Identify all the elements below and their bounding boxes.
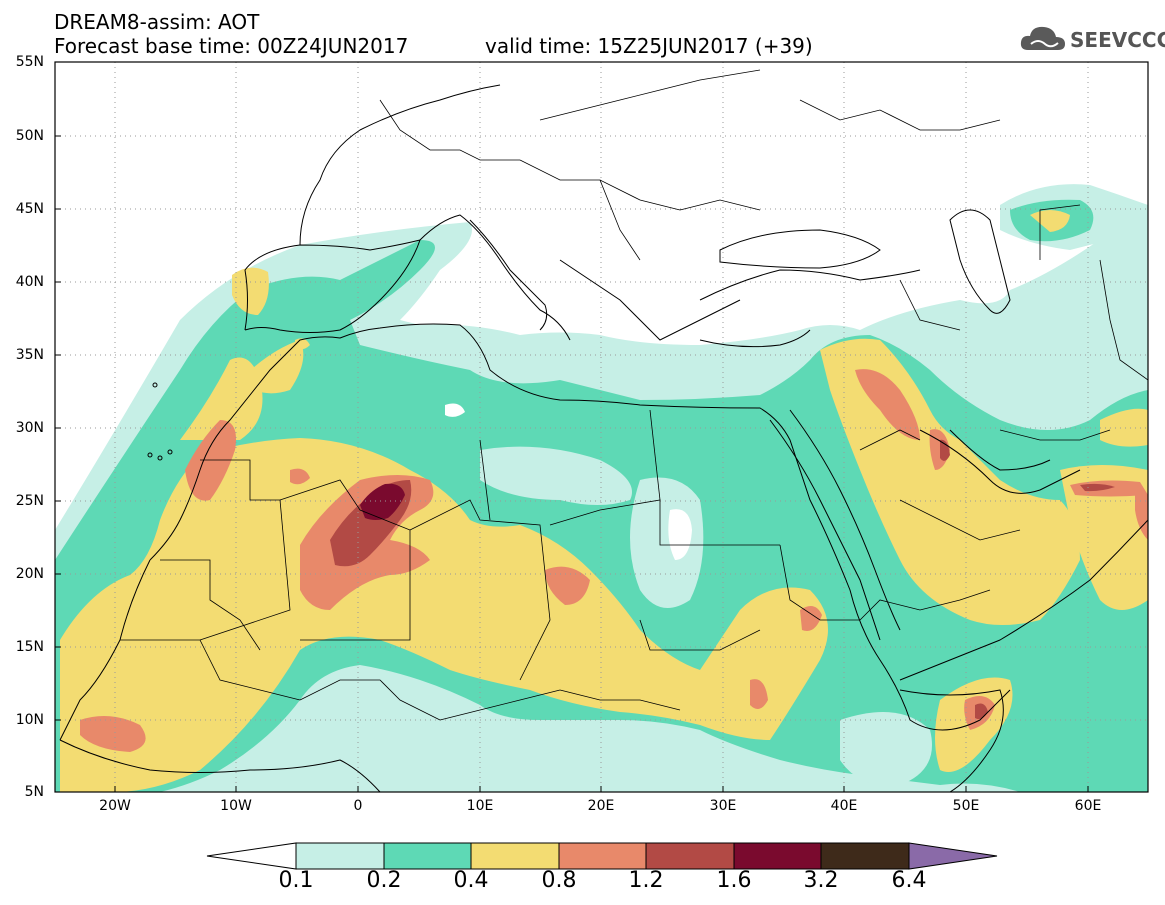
aot-field <box>55 62 1148 792</box>
colorbar-bin-3 <box>470 842 560 870</box>
colorbar-bin-4 <box>558 842 647 870</box>
colorbar-under-arrow <box>206 842 297 870</box>
borders <box>120 69 1148 721</box>
lat-label: 45N <box>15 201 44 217</box>
lon-label: 20E <box>587 798 615 814</box>
lon-label: 10W <box>220 798 252 814</box>
colorbar <box>206 842 998 870</box>
colorbar-label: 0.1 <box>278 868 314 893</box>
colorbar-over-arrow <box>908 842 998 870</box>
coastlines <box>59 84 1148 792</box>
colorbar-label: 0.2 <box>366 868 402 893</box>
seevccc-logo: SEEVCCC <box>1018 20 1165 60</box>
lon-label: 40E <box>830 798 858 814</box>
lon-label: 20W <box>99 798 131 814</box>
lat-label: 10N <box>15 712 44 728</box>
lat-label: 15N <box>15 639 44 655</box>
cloud-icon <box>1020 26 1065 50</box>
colorbar-bin-2 <box>383 842 472 870</box>
graticule <box>55 62 1148 792</box>
lat-label: 55N <box>15 54 44 70</box>
colorbar-label: 0.4 <box>453 868 489 893</box>
aot-band-1.6 <box>360 483 405 520</box>
lat-label: 35N <box>15 347 44 363</box>
colorbar-label: 3.2 <box>803 868 839 893</box>
colorbar-label: 6.4 <box>891 868 927 893</box>
lat-label: 50N <box>15 128 44 144</box>
colorbar-label: 1.6 <box>716 868 752 893</box>
axis-ticks <box>55 61 1089 792</box>
title-line3: valid time: 15Z25JUN2017 (+39) <box>485 34 813 58</box>
colorbar-bin-1 <box>295 842 385 870</box>
colorbar-label: 0.8 <box>541 868 577 893</box>
lat-label: 20N <box>15 566 44 582</box>
logo-text: SEEVCCC <box>1070 28 1165 52</box>
lat-label: 30N <box>15 420 44 436</box>
lon-label: 0 <box>353 798 363 814</box>
colorbar-bin-5 <box>645 842 735 870</box>
lon-label: 10E <box>466 798 494 814</box>
aot-below-threshold-patches <box>445 403 692 560</box>
colorbar-label: 1.2 <box>628 868 664 893</box>
colorbar-bin-6 <box>733 842 822 870</box>
lon-label: 60E <box>1074 798 1102 814</box>
lat-label: 5N <box>24 784 44 800</box>
lat-label: 40N <box>15 274 44 290</box>
title-line2: Forecast base time: 00Z24JUN2017 <box>54 34 409 58</box>
lat-label: 25N <box>15 493 44 509</box>
lon-label: 50E <box>952 798 980 814</box>
colorbar-bin-7 <box>820 842 910 870</box>
title-line1: DREAM8-assim: AOT <box>54 10 260 34</box>
lon-label: 30E <box>709 798 737 814</box>
